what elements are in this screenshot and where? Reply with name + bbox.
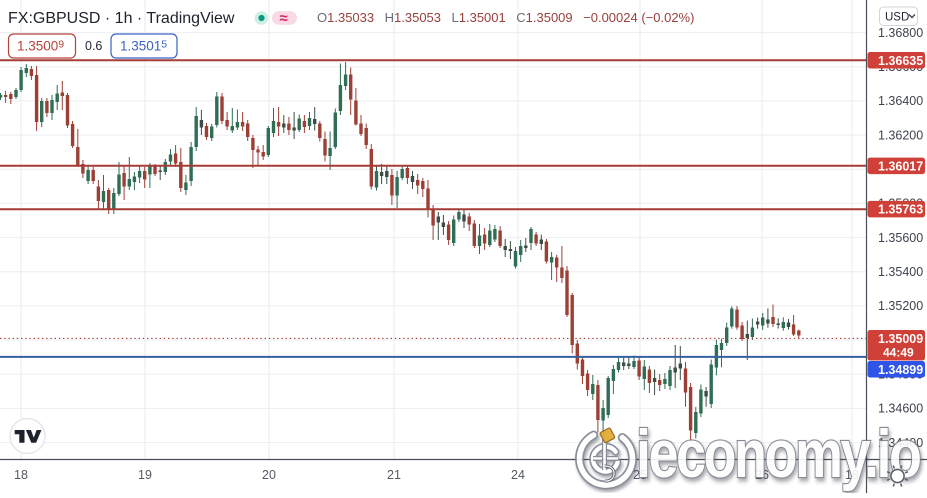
svg-text:1.34400: 1.34400	[878, 436, 923, 450]
svg-text:1.36635: 1.36635	[878, 54, 923, 68]
svg-text:1.35009: 1.35009	[17, 39, 64, 54]
svg-text:1.36017: 1.36017	[878, 159, 923, 173]
svg-text:1.36800: 1.36800	[878, 26, 923, 40]
svg-text:19: 19	[138, 468, 152, 482]
svg-text:1.35015: 1.35015	[120, 39, 167, 54]
svg-text:26: 26	[755, 468, 769, 482]
svg-text:≈: ≈	[280, 10, 288, 27]
svg-text:18: 18	[14, 468, 28, 482]
svg-text:1.34899: 1.34899	[878, 363, 923, 377]
svg-text:1.35009: 1.35009	[878, 332, 923, 346]
svg-text:1.36200: 1.36200	[878, 128, 923, 142]
svg-text:25: 25	[633, 468, 647, 482]
svg-text:0.6: 0.6	[85, 39, 102, 53]
svg-text:1.36400: 1.36400	[878, 94, 923, 108]
svg-text:18: 18	[845, 468, 859, 482]
svg-text:FX:GBPUSD · 1h · TradingView: FX:GBPUSD · 1h · TradingView	[8, 10, 235, 27]
svg-text:21: 21	[387, 468, 401, 482]
svg-text:1.35200: 1.35200	[878, 299, 923, 313]
svg-text:1.35600: 1.35600	[878, 231, 923, 245]
svg-text:USD: USD	[885, 12, 909, 24]
svg-text:44:49: 44:49	[883, 346, 914, 360]
svg-text:1.35763: 1.35763	[878, 203, 923, 217]
svg-text:20: 20	[262, 468, 276, 482]
svg-text:ieconomy.io: ieconomy.io	[636, 416, 920, 491]
svg-text:1.35400: 1.35400	[878, 265, 923, 279]
svg-text:24: 24	[511, 468, 525, 482]
svg-text:1.34600: 1.34600	[878, 402, 923, 416]
